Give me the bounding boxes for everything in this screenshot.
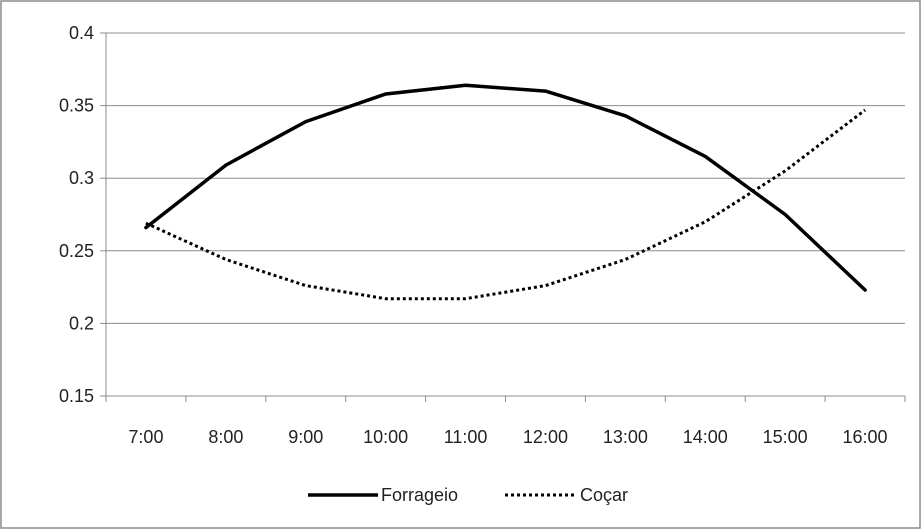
x-tick-label: 16:00 [843, 427, 888, 447]
x-tick-label: 12:00 [523, 427, 568, 447]
x-tick-label: 7:00 [128, 427, 163, 447]
legend-label: Forrageio [381, 485, 458, 505]
x-tick-label: 15:00 [763, 427, 808, 447]
x-axis-ticks: 7:00 8:00 9:00 10:00 11:00 12:00 13:00 14:00 15:… [105, 396, 906, 447]
series-line-cocar [145, 108, 867, 301]
gridlines [106, 32, 905, 324]
series-group [144, 83, 867, 301]
y-tick-label: 0.25 [59, 241, 94, 261]
x-tick-label: 14:00 [683, 427, 728, 447]
legend: Forrageio Coçar [308, 485, 628, 505]
y-axis-ticks: 0.15 0.2 0.25 0.3 0.35 0.4 [59, 23, 106, 406]
x-tick-label: 13:00 [603, 427, 648, 447]
y-tick-label: 0.4 [69, 23, 94, 43]
y-tick-label: 0.2 [69, 313, 94, 333]
x-tick-label: 8:00 [208, 427, 243, 447]
legend-label: Coçar [580, 485, 628, 505]
y-tick-label: 0.15 [59, 386, 94, 406]
x-tick-label: 9:00 [288, 427, 323, 447]
series-line-forrageio [144, 83, 867, 292]
x-tick-label: 11:00 [444, 427, 488, 447]
y-tick-label: 0.3 [69, 168, 94, 188]
x-tick-label: 10:00 [363, 427, 408, 447]
y-tick-label: 0.35 [59, 96, 94, 116]
